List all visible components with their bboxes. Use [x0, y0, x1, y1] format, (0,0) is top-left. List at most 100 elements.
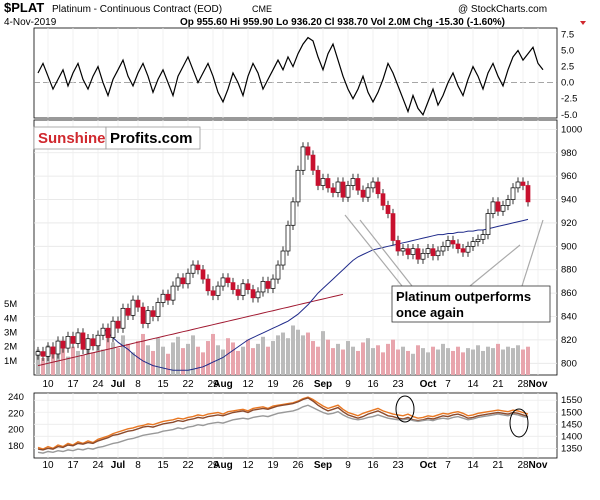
- candle-up: [500, 205, 506, 212]
- candle-down: [105, 327, 111, 338]
- volume-bar: [496, 343, 500, 375]
- candle-up: [425, 248, 431, 254]
- candle-down: [60, 340, 66, 349]
- volume-bar: [381, 352, 385, 375]
- candle-down: [375, 181, 381, 195]
- candle-down: [355, 178, 361, 191]
- x-tick-label: Sep: [314, 379, 332, 390]
- volume-bar: [176, 336, 180, 375]
- candle-up: [470, 241, 476, 247]
- candle-down: [405, 248, 411, 255]
- volume-bar: [116, 348, 120, 375]
- candle-up: [145, 310, 151, 324]
- candle-up: [170, 285, 176, 301]
- volume-bar: [86, 343, 90, 375]
- volume-bar: [291, 325, 295, 375]
- volume-bar: [266, 346, 270, 375]
- volume-bar: [331, 348, 335, 375]
- volume-bar: [271, 341, 275, 375]
- candle-down: [495, 201, 501, 212]
- logo-part2: Profits.com: [110, 130, 193, 147]
- y-tick-right: 1550: [561, 395, 582, 406]
- volume-bar: [231, 342, 235, 375]
- candle-down: [70, 336, 76, 344]
- candle-down: [310, 154, 316, 171]
- volume-bar: [486, 346, 490, 375]
- candle-up: [275, 264, 281, 280]
- volume-bar: [441, 343, 445, 375]
- ma50-line: [102, 218, 529, 371]
- x-tick-label: 15: [157, 379, 169, 390]
- volume-bar: [321, 331, 325, 375]
- candle-up: [75, 332, 81, 344]
- candle-up: [110, 320, 116, 338]
- candle-down: [195, 264, 201, 271]
- volume-tick-label: 5M: [4, 299, 17, 310]
- candle-down: [235, 289, 241, 296]
- candle-down: [525, 185, 531, 203]
- x-tick-label: Nov: [529, 460, 548, 471]
- volume-bar: [346, 341, 350, 375]
- volume-bar: [416, 345, 420, 375]
- volume-bar: [281, 332, 285, 375]
- x-tick-label: 29: [207, 460, 219, 471]
- candle-up: [85, 338, 91, 350]
- volume-bar: [286, 338, 290, 375]
- volume-bar: [466, 348, 470, 375]
- y-tick-left: 200: [8, 425, 24, 436]
- volume-bar: [126, 343, 130, 375]
- candle-up: [475, 238, 481, 243]
- candle-up: [295, 169, 301, 203]
- volume-bar: [106, 333, 110, 375]
- y-tick-label: 840: [561, 312, 577, 323]
- x-tick-label: 23: [392, 379, 404, 390]
- candle-up: [35, 351, 41, 356]
- candle-down: [265, 281, 271, 289]
- y-tick-label: 820: [561, 335, 577, 346]
- volume-bar: [371, 348, 375, 375]
- volume-tick-label: 4M: [4, 313, 17, 324]
- volume-bar: [166, 353, 170, 375]
- x-tick-label: 23: [392, 460, 404, 471]
- volume-bar: [111, 342, 115, 375]
- y-tick-left: 180: [8, 441, 24, 452]
- volume-bar: [501, 349, 505, 375]
- watermark-label: @ StockCharts.com: [458, 4, 547, 15]
- exchange-label: CME: [252, 4, 272, 14]
- highlight-ellipse: [509, 408, 529, 438]
- volume-bar: [471, 349, 475, 375]
- candle-up: [320, 178, 326, 186]
- candle-up: [160, 293, 166, 303]
- candle-up: [345, 185, 351, 198]
- x-tick-label: 19: [267, 460, 279, 471]
- candle-down: [125, 307, 131, 316]
- candle-up: [240, 283, 246, 296]
- volume-bar: [131, 352, 135, 375]
- volume-bar: [511, 348, 515, 375]
- comparison-panel: [33, 392, 558, 459]
- x-tick-label: Aug: [213, 379, 232, 390]
- candle-up: [120, 307, 126, 329]
- y-tick-right: 1400: [561, 431, 582, 442]
- candle-up: [130, 299, 136, 316]
- x-tick-label: 21: [492, 460, 504, 471]
- x-tick-label: 26: [292, 460, 304, 471]
- candle-down: [150, 310, 156, 317]
- volume-bar: [261, 336, 265, 375]
- volume-bar: [316, 346, 320, 375]
- candle-up: [95, 334, 101, 347]
- volume-bar: [491, 348, 495, 375]
- x-tick-label: 10: [42, 460, 54, 471]
- candle-up: [220, 277, 226, 287]
- candle-up: [420, 252, 426, 260]
- volume-bar: [66, 356, 70, 375]
- x-tick-label: 9: [345, 460, 351, 471]
- volume-bar: [141, 333, 145, 375]
- candle-down: [50, 346, 56, 355]
- volume-bar: [196, 346, 200, 375]
- volume-bar: [311, 341, 315, 375]
- candle-up: [515, 181, 521, 189]
- x-tick-label: 28: [517, 460, 529, 471]
- x-tick-label: 8: [135, 379, 141, 390]
- volume-bar: [526, 346, 530, 375]
